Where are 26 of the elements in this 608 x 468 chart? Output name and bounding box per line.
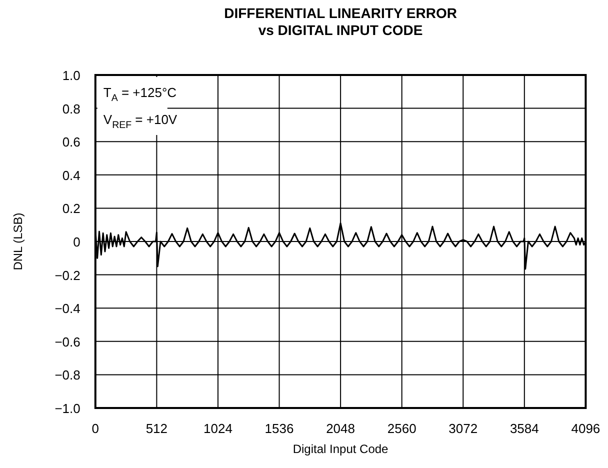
- y-tick-label: 0: [73, 234, 80, 250]
- y-tick-label: −0.2: [54, 268, 80, 283]
- x-tick-label: 2048: [326, 421, 356, 436]
- y-tick-label: −0.8: [54, 368, 80, 383]
- y-tick-label: 1.0: [62, 68, 80, 83]
- y-tick-label: −1.0: [54, 401, 80, 416]
- y-tick-label: 0.6: [62, 134, 80, 150]
- x-tick-label: 4096: [571, 421, 600, 436]
- y-tick-label: −0.6: [54, 334, 80, 350]
- x-tick-label: 1536: [264, 421, 294, 436]
- x-tick-label: 0: [92, 421, 100, 436]
- chart-title: DIFFERENTIAL LINEARITY ERROR: [224, 5, 457, 21]
- y-tick-label: 0.2: [62, 201, 80, 216]
- y-tick-label: 0.4: [62, 168, 80, 183]
- x-tick-label: 1024: [204, 421, 232, 436]
- x-tick-label: 3072: [448, 421, 478, 436]
- chart-subtitle: vs DIGITAL INPUT CODE: [258, 22, 423, 38]
- x-axis-title: Digital Input Code: [292, 442, 389, 456]
- annotation: V$_{REF}$ = +10V: [103, 112, 178, 131]
- y-tick-label: 0.8: [62, 101, 80, 116]
- y-tick-label: −0.4: [54, 301, 80, 316]
- x-tick-label: 2560: [387, 421, 416, 436]
- y-axis-title: DNL (LSB): [11, 212, 25, 270]
- x-tick-label: 512: [146, 421, 168, 436]
- x-tick-label: 3584: [510, 421, 539, 436]
- annotation: T$_{A}$ = +125°C: [103, 85, 177, 104]
